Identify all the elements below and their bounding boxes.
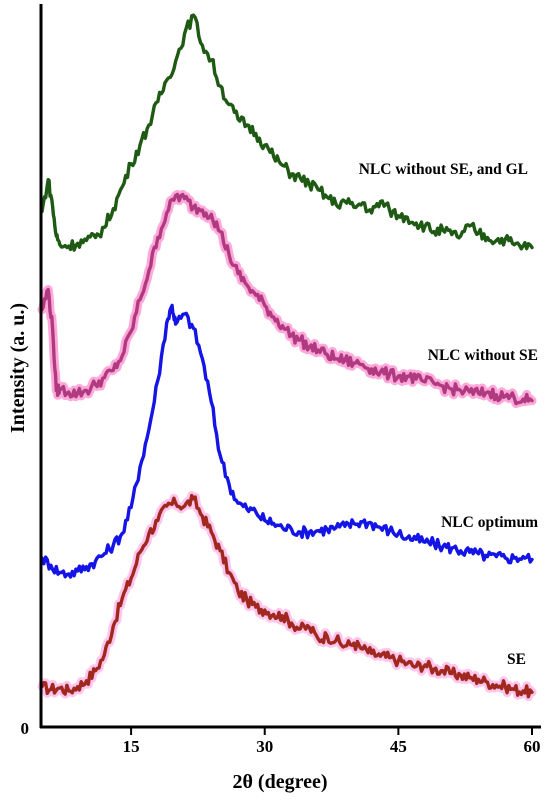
series-label-nlc-without-se: NLC without SE — [428, 347, 538, 364]
x-ticks: 15 30 45 60 — [123, 727, 541, 756]
series-line-nlc-optimum — [40, 303, 534, 579]
series-line-nlc-without-se — [40, 192, 534, 406]
x-axis-label: 2θ (degree) — [232, 771, 327, 793]
series-labels: SE NLC optimum NLC without SE NLC without S… — [359, 161, 538, 668]
series-label-se: SE — [507, 651, 526, 668]
x-tick-label-30: 30 — [256, 737, 273, 756]
x-tick-label-45: 45 — [390, 737, 407, 756]
x-tick-label-60: 60 — [524, 737, 541, 756]
series-line-se — [40, 493, 534, 699]
series-label-nlc-optimum: NLC optimum — [441, 514, 538, 531]
y-tick-label-0: 0 — [21, 719, 30, 738]
series-label-nlc-without-se-and-gl: NLC without SE, and GL — [359, 161, 528, 178]
y-axis-label: Intensity (a. u.) — [7, 303, 29, 433]
series-line-nlc-without-se-and-gl — [40, 13, 534, 252]
series-layer — [40, 13, 534, 699]
series-glow-nlc-without-se — [37, 189, 537, 409]
x-tick-label-15: 15 — [123, 737, 140, 756]
